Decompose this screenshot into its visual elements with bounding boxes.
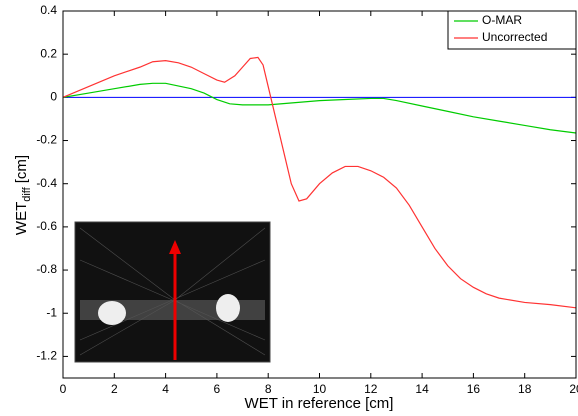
- y-tick-label: 0.2: [40, 46, 57, 60]
- x-tick-label: 8: [265, 382, 272, 396]
- x-axis-label: WET in reference [cm]: [245, 395, 394, 412]
- x-tick-label: 14: [415, 382, 429, 396]
- y-tick-label: 0: [50, 90, 57, 104]
- y-axis-label-unit: [cm]: [13, 155, 30, 183]
- y-tick-label: -0.6: [36, 219, 57, 233]
- inset-image: [75, 222, 270, 362]
- x-tick-label: 6: [214, 382, 221, 396]
- y-tick-label: -1.2: [36, 349, 57, 363]
- chart: WET in reference [cm] WETdiff [cm] 0.4 0.2…: [0, 0, 578, 416]
- y-tick-label: -0.8: [36, 262, 57, 276]
- x-tick-label: 12: [364, 382, 378, 396]
- x-tick-label: 2: [111, 382, 118, 396]
- x-tick-label: 4: [162, 382, 169, 396]
- x-tick-label: 0: [60, 382, 67, 396]
- x-tick-label: 16: [467, 382, 481, 396]
- y-axis-label-main: WET: [13, 202, 30, 235]
- y-axis-label-sub: diff: [21, 186, 33, 201]
- y-tick-label: -0.4: [36, 176, 57, 190]
- y-axis-label: WETdiff [cm]: [13, 155, 33, 235]
- legend-label: Uncorrected: [482, 30, 547, 44]
- legend-label: O-MAR: [482, 13, 522, 27]
- x-tick-label: 20: [569, 382, 578, 396]
- x-tick-label: 10: [313, 382, 327, 396]
- y-tick-label: -0.2: [36, 133, 57, 147]
- x-tick-label: 18: [518, 382, 532, 396]
- y-tick-label: -1: [46, 305, 57, 319]
- y-tick-label: 0.4: [40, 3, 57, 17]
